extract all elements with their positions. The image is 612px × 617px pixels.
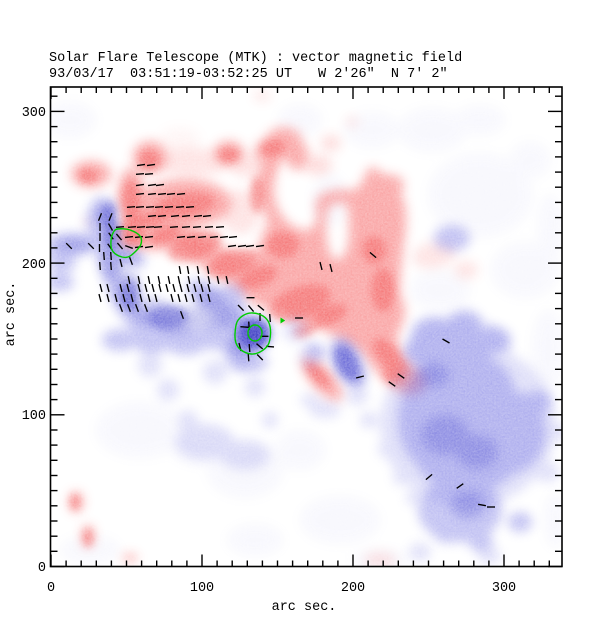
- svg-text:100: 100: [22, 409, 46, 424]
- svg-text:200: 200: [22, 258, 46, 273]
- svg-text:Solar Flare Telescope (MTK) :: Solar Flare Telescope (MTK) : vector mag…: [49, 51, 462, 66]
- svg-text:200: 200: [341, 581, 365, 596]
- svg-text:arc sec.: arc sec.: [272, 600, 337, 615]
- svg-text:93/03/17 03:51:19-03:52:25 UT: 93/03/17 03:51:19-03:52:25 UT: [49, 67, 292, 82]
- svg-text:300: 300: [492, 581, 516, 596]
- svg-text:W 2'26" N 7' 2": W 2'26" N 7' 2": [318, 67, 448, 82]
- svg-text:300: 300: [22, 106, 46, 121]
- svg-text:0: 0: [38, 561, 46, 576]
- svg-text:0: 0: [47, 581, 55, 596]
- svg-text:arc sec.: arc sec.: [4, 282, 19, 347]
- svg-text:100: 100: [190, 581, 214, 596]
